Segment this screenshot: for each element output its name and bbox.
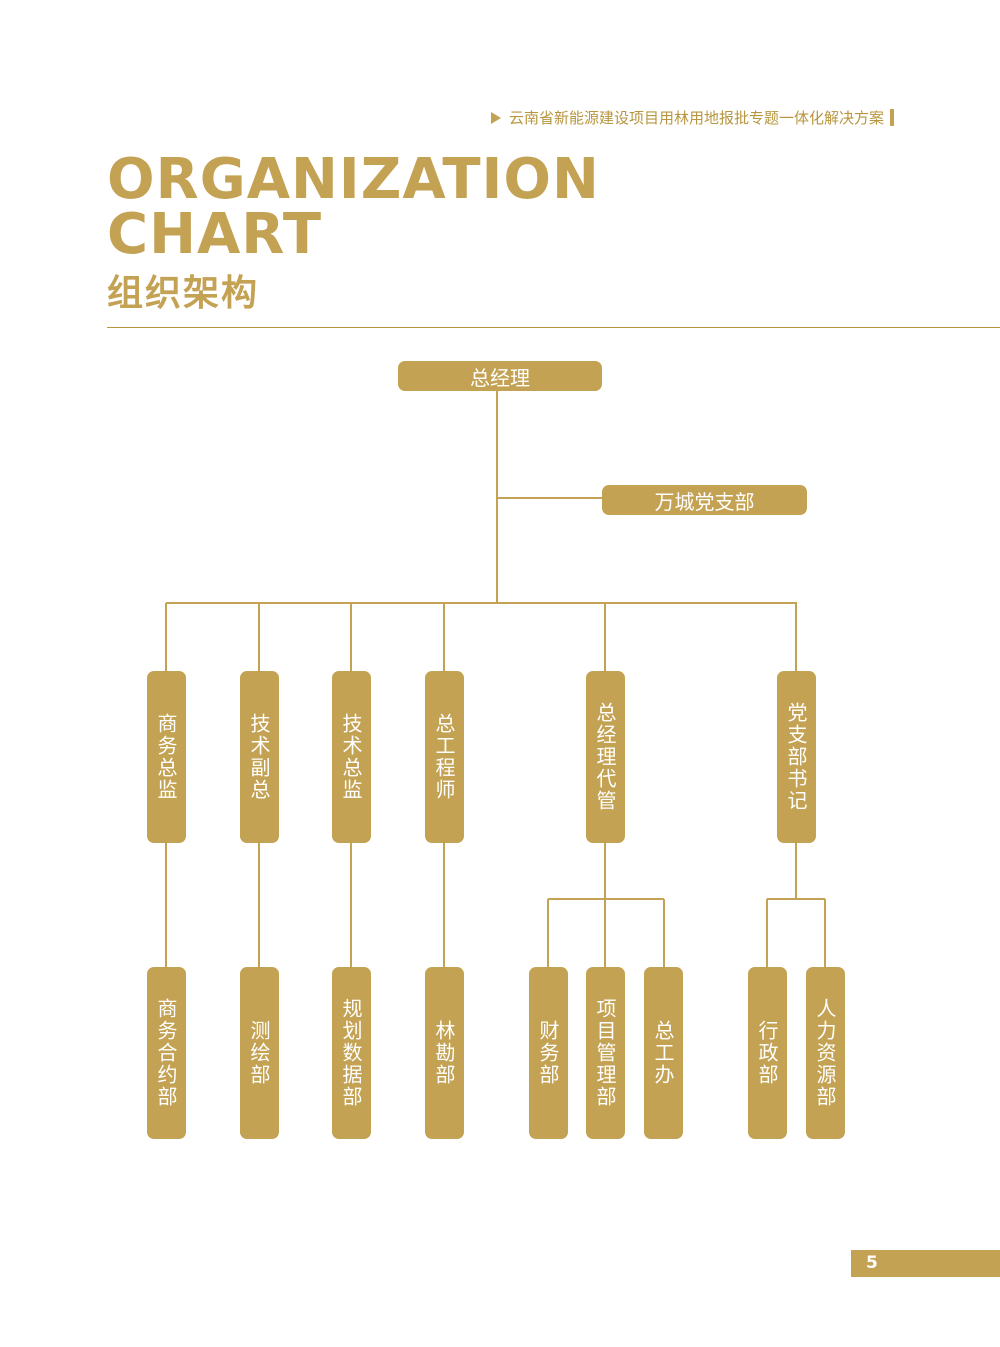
document-subtitle-text: 云南省新能源建设项目用林用地报批专题一体化解决方案: [508, 109, 884, 127]
node-level2-6: 党支部书记: [777, 671, 816, 843]
title-divider: [107, 327, 1000, 328]
title-line-2: CHART: [107, 202, 323, 267]
page-title-english: ORGANIZATION CHART: [107, 147, 600, 267]
page-title-chinese: 组织架构: [107, 273, 260, 314]
node-level2-3: 技术总监: [332, 671, 371, 843]
header-bar-icon: [890, 109, 894, 126]
node-party-branch: 万城党支部: [602, 485, 807, 515]
node-level2-4: 总工程师: [425, 671, 464, 843]
node-level2-2: 技术副总: [240, 671, 279, 843]
document-subtitle: 云南省新能源建设项目用林用地报批专题一体化解决方案: [490, 107, 894, 128]
node-level2-5: 总经理代管: [586, 671, 625, 843]
node-level3-6: 项目管理部: [586, 967, 625, 1139]
title-line-1: ORGANIZATION: [107, 147, 600, 212]
node-level3-2: 测绘部: [240, 967, 279, 1139]
node-level2-1: 商务总监: [147, 671, 186, 843]
node-level3-5: 财务部: [529, 967, 568, 1139]
node-level3-8: 行政部: [748, 967, 787, 1139]
node-general-manager: 总经理: [398, 361, 602, 391]
node-level3-1: 商务合约部: [147, 967, 186, 1139]
triangle-bullet-icon: [490, 111, 501, 124]
node-level3-4: 林勘部: [425, 967, 464, 1139]
page-number: 5: [851, 1250, 1000, 1277]
node-level3-3: 规划数据部: [332, 967, 371, 1139]
node-level3-9: 人力资源部: [806, 967, 845, 1139]
node-level3-7: 总工办: [644, 967, 683, 1139]
